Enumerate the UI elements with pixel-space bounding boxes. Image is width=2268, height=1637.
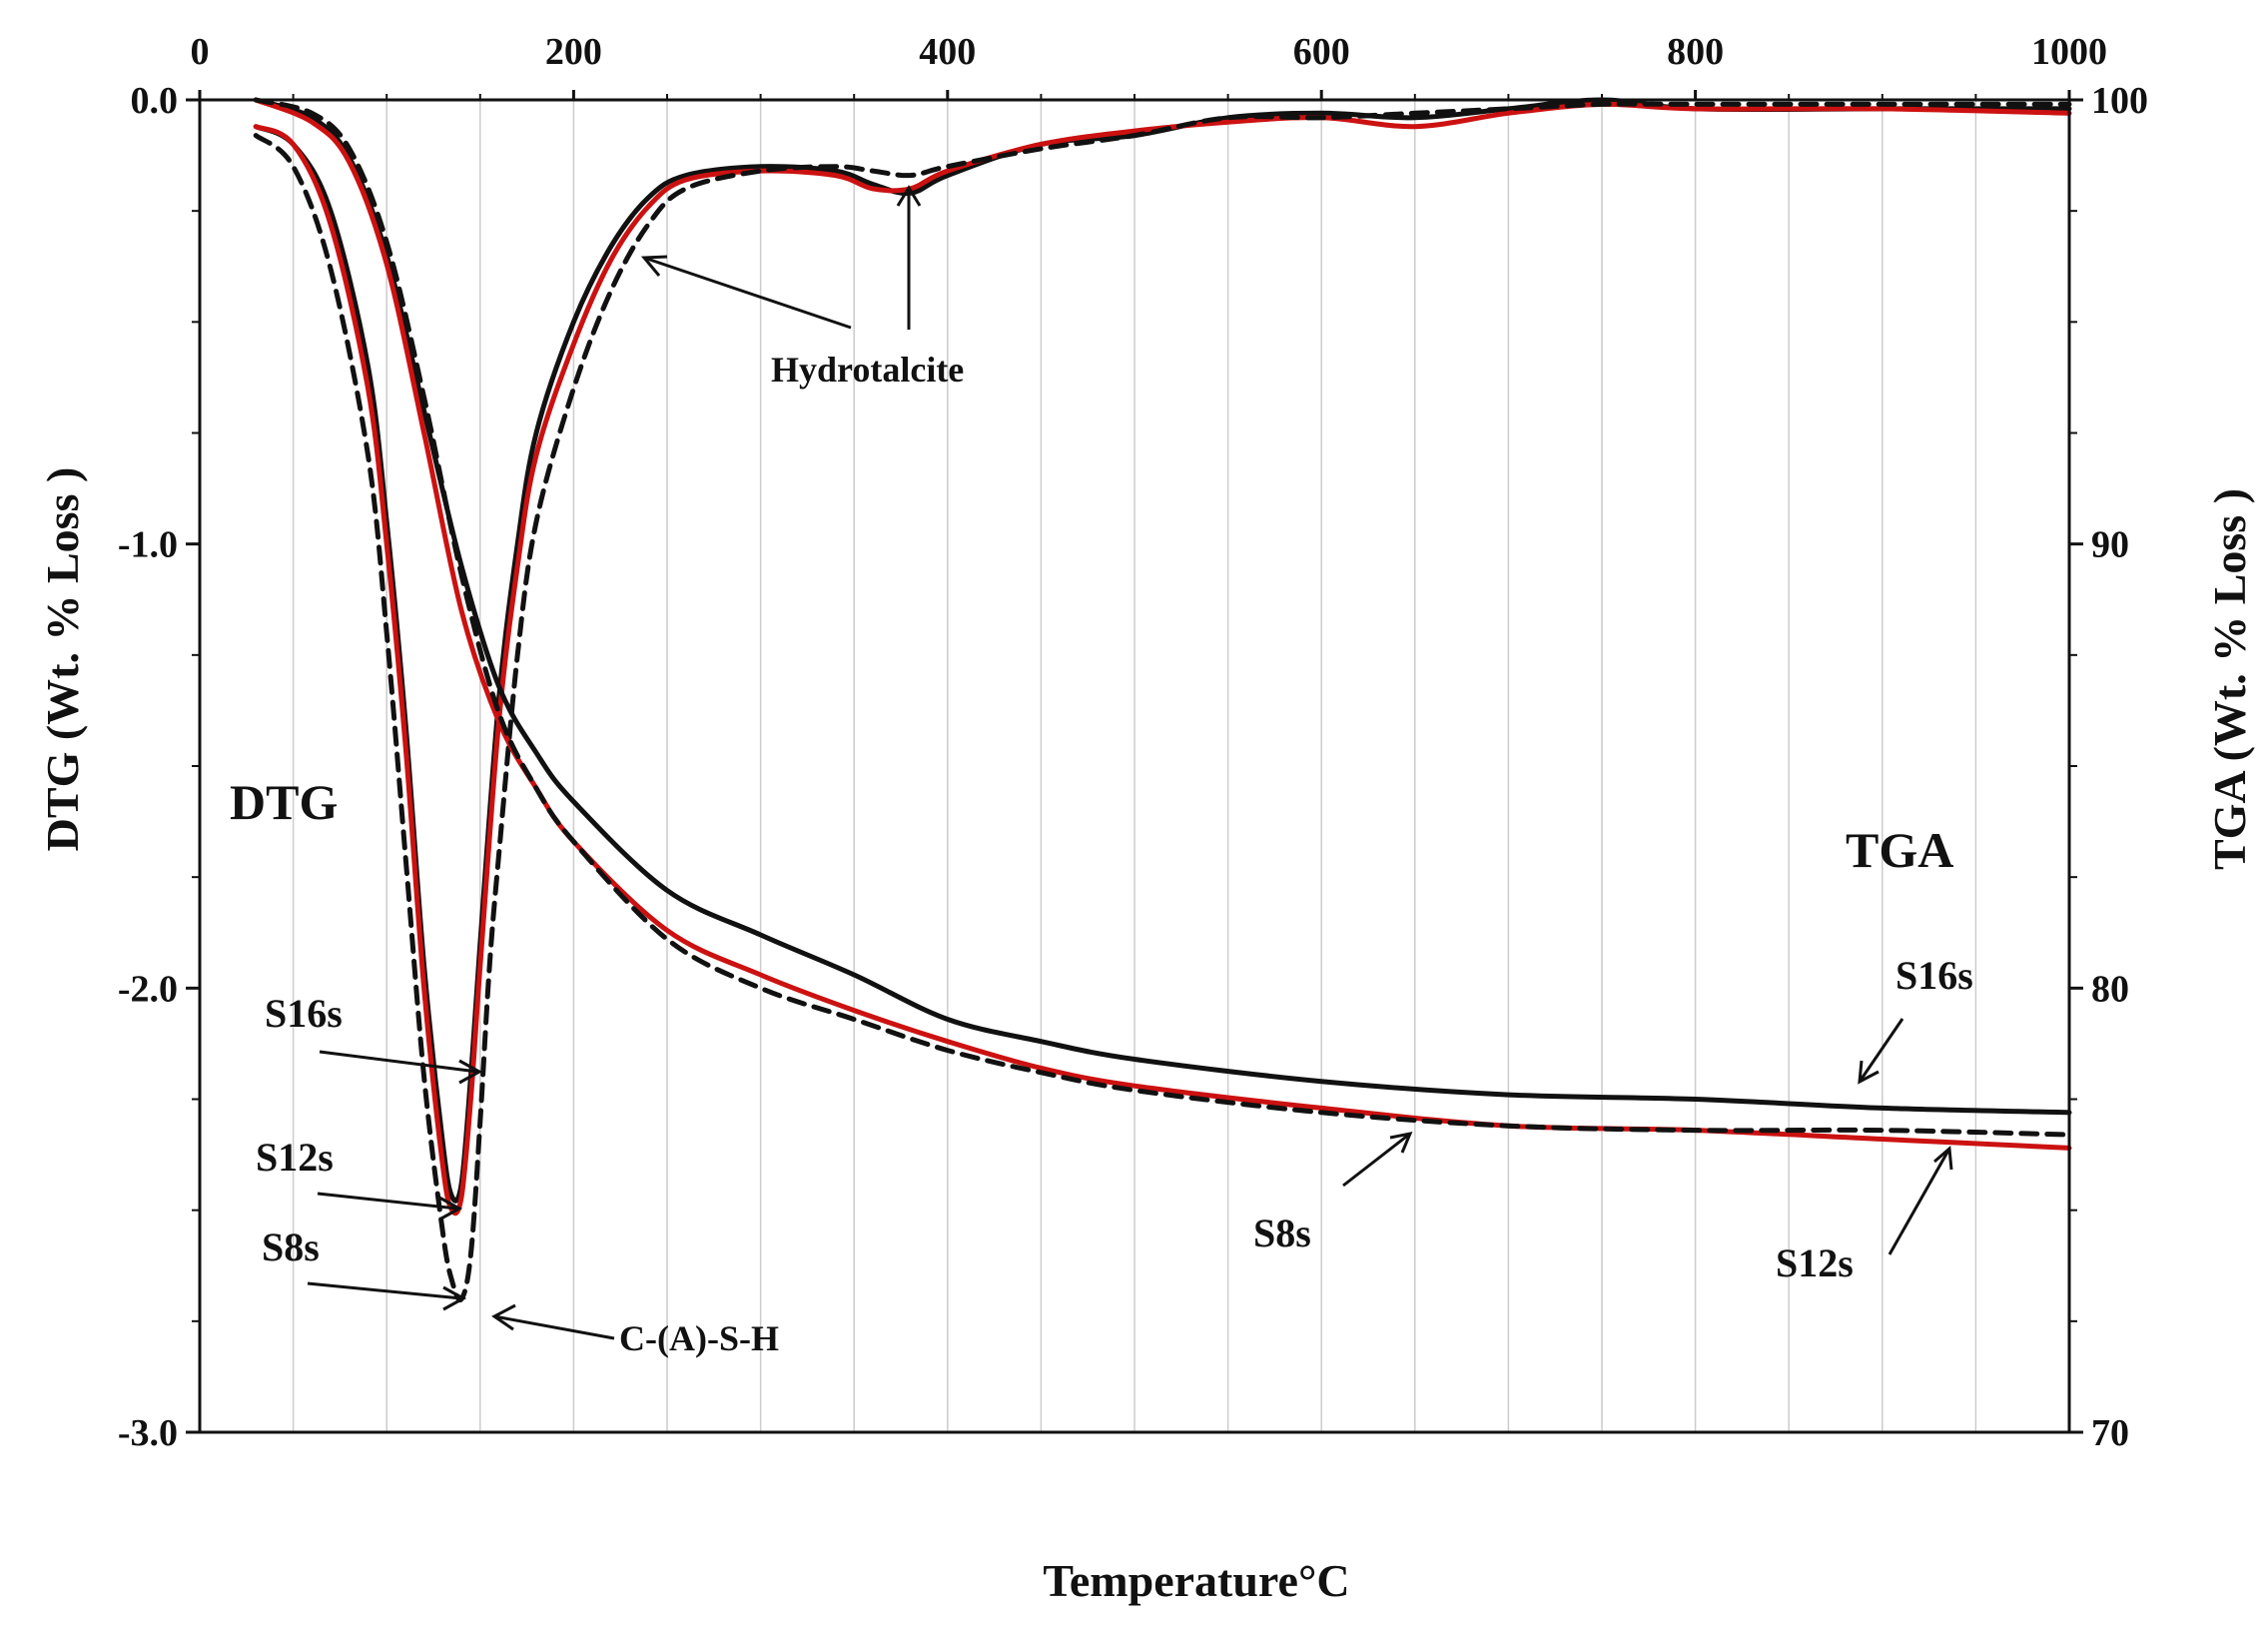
x-tick-label: 1000 — [2031, 31, 2107, 73]
csh-label: C-(A)-S-H — [619, 1318, 779, 1358]
arrow-tga-s12s — [1888, 1148, 1951, 1255]
x-tick-label: 400 — [919, 31, 976, 73]
y-right-tick-label: 90 — [2091, 524, 2129, 566]
dtg-section-label: DTG — [230, 774, 338, 830]
annotation-arrows — [307, 185, 1953, 1340]
y-left-axis-title: DTG (Wt. % Loss ) — [37, 467, 88, 852]
arrow-dtg-s12s — [317, 1192, 458, 1211]
arrow-dtg-s8s-head — [442, 1285, 467, 1311]
x-tick-label: 800 — [1667, 31, 1724, 73]
ticks-layer: 0 200 400 600 800 1000 0.0 -1.0 -2.0 -3.0 100 90 80 7… — [118, 31, 2148, 1454]
series-layer — [253, 97, 2072, 1303]
arrow-dtg-s8s — [307, 1281, 462, 1300]
y-right-tick-label: 100 — [2091, 80, 2148, 122]
x-tick-label: 600 — [1293, 31, 1350, 73]
hydrotalcite-label: Hydrotalcite — [771, 350, 964, 390]
arrow-dtg-s16s-head — [458, 1059, 483, 1085]
tga-s12s-label: S12s — [1776, 1240, 1854, 1285]
arrow-csh — [493, 1314, 615, 1340]
arrow-tga-s8s — [1342, 1132, 1411, 1188]
y-left-tick-label: -3.0 — [118, 1412, 178, 1454]
arrow-hydrotalcite-left-head — [640, 255, 668, 277]
y-left-tick-label: 0.0 — [131, 80, 179, 122]
y-left-tick-label: -2.0 — [118, 968, 178, 1010]
tga-s8s-label: S8s — [1253, 1211, 1311, 1255]
dtg-s8s-label: S8s — [262, 1225, 320, 1269]
arrow-tga-s8s-head — [1389, 1131, 1413, 1154]
y-right-axis-title: TGA (Wt. % Loss ) — [2204, 488, 2255, 870]
tga-section-label: TGA — [1846, 822, 1953, 878]
tga-s16s-label: S16s — [1895, 953, 1973, 998]
y-right-tick-label: 70 — [2091, 1412, 2129, 1454]
arrow-dtg-s16s — [319, 1050, 478, 1074]
arrow-tga-s16s — [1858, 1018, 1904, 1083]
dtg-s16s-label: S16s — [265, 991, 343, 1036]
grid-layer — [292, 100, 1977, 1432]
x-tick-label: 0 — [191, 31, 210, 73]
series-s12s-tga-line — [253, 97, 2072, 1151]
series-s8s-tga-line — [253, 97, 2072, 1138]
x-axis-title: Temperature°C — [1043, 1555, 1349, 1606]
x-tick-label: 200 — [545, 31, 602, 73]
y-right-tick-label: 80 — [2091, 968, 2129, 1010]
series-s16s-dtg-line — [253, 97, 2072, 1204]
arrow-dtg-s12s-head — [438, 1196, 463, 1222]
dtg-s12s-label: S12s — [256, 1135, 334, 1180]
arrow-hydrotalcite-left — [643, 256, 852, 330]
series-s16s-tga-line — [253, 97, 2072, 1116]
series-s8s-dtg-line — [253, 101, 2072, 1303]
arrow-hydrotalcite-up-head — [896, 185, 922, 207]
y-left-tick-label: -1.0 — [118, 524, 178, 566]
arrow-tga-s12s-head — [1933, 1145, 1953, 1171]
arrow-tga-s16s-head — [1858, 1060, 1880, 1085]
series-s12s-dtg-line — [253, 101, 2072, 1217]
arrow-csh-head — [491, 1303, 516, 1331]
